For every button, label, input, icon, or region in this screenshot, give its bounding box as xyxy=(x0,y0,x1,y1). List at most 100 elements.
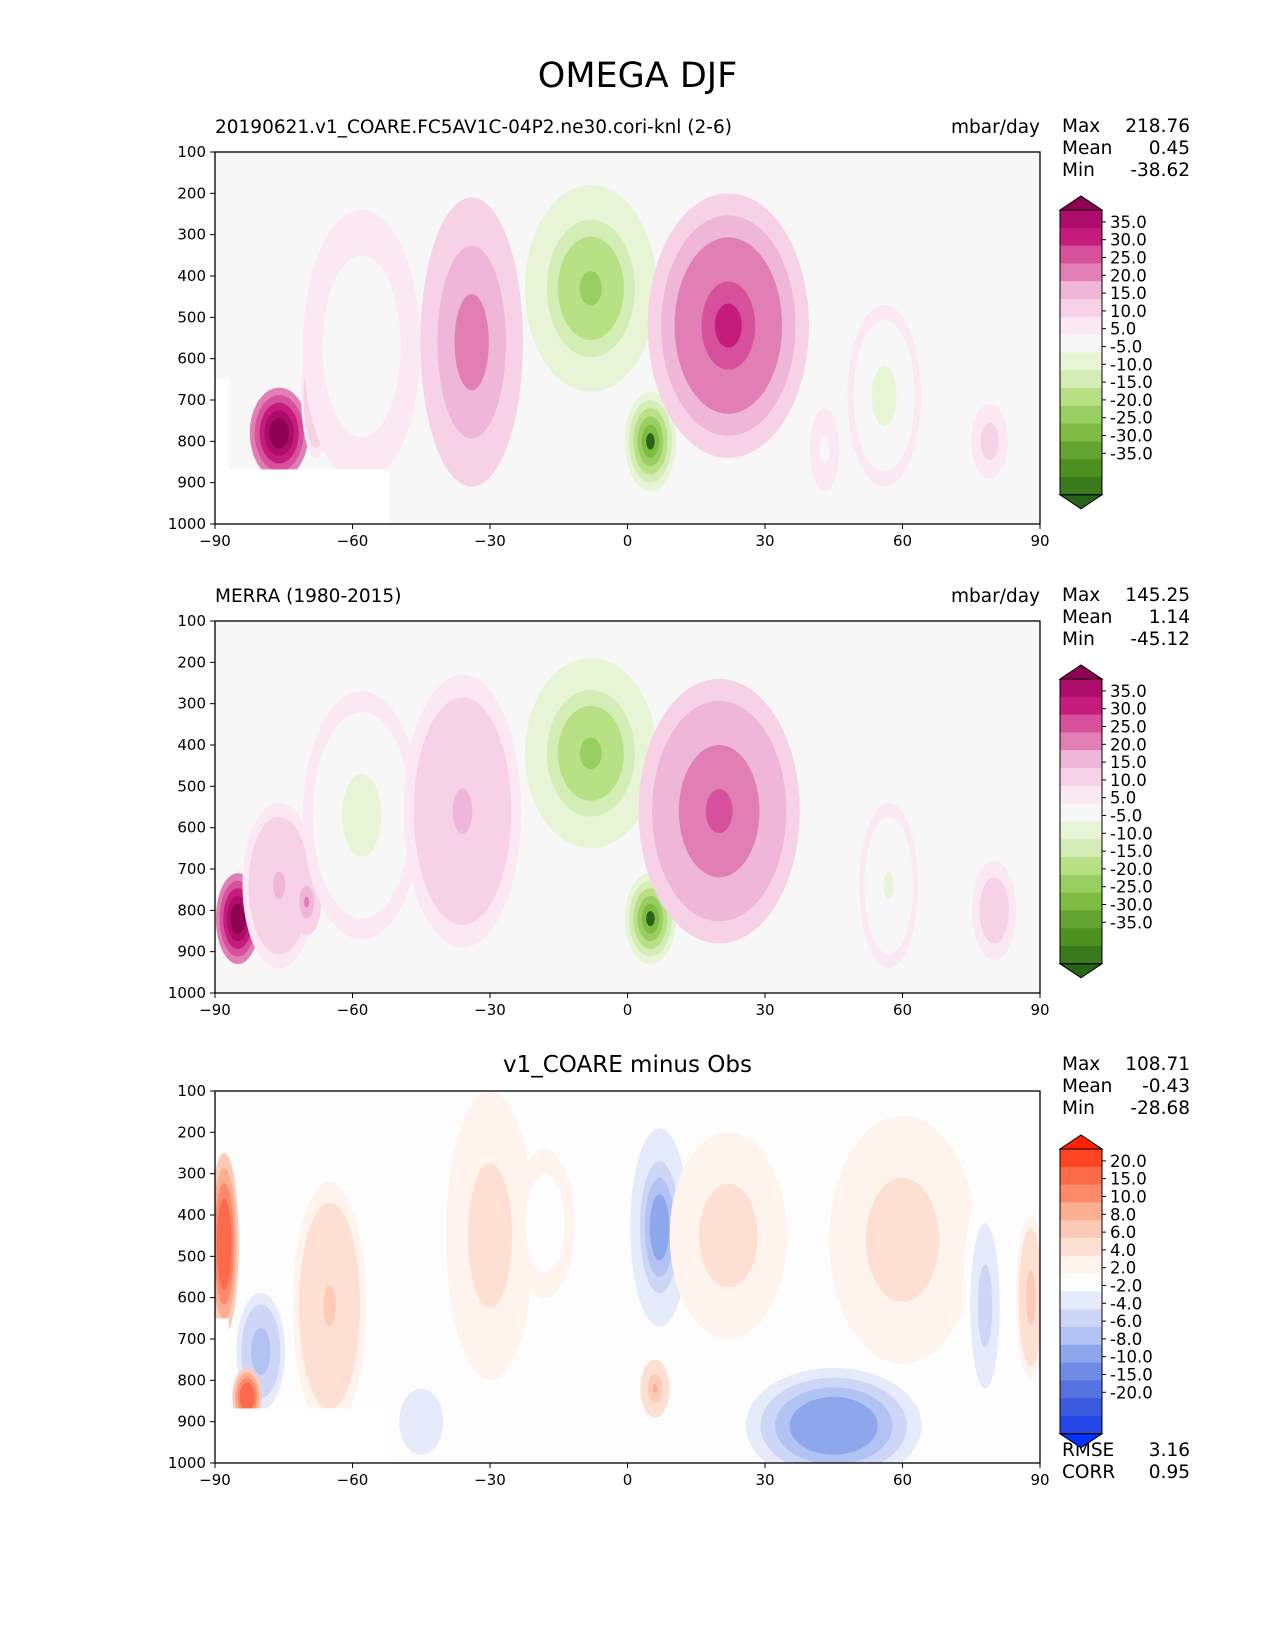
y-tick-label: 1000 xyxy=(168,984,206,1002)
y-tick-label: 100 xyxy=(177,612,206,630)
colorbar-segment xyxy=(1060,245,1102,264)
colorbar-segment xyxy=(1060,316,1102,336)
y-tick-label: 900 xyxy=(177,1413,206,1431)
colorbar-label: 25.0 xyxy=(1110,718,1147,737)
contour-region xyxy=(819,1416,849,1436)
x-tick-label: −30 xyxy=(474,1001,506,1019)
contour-region xyxy=(890,1219,915,1261)
colorbar-label: 20.0 xyxy=(1110,735,1147,754)
y-tick-label: 900 xyxy=(177,943,206,961)
y-tick-label: 700 xyxy=(177,860,206,878)
colorbar-segment xyxy=(1060,946,1102,965)
stats-block: Max 218.76 Mean 0.45 Min -38.62 xyxy=(1062,116,1190,182)
colorbar-segment xyxy=(1060,1184,1102,1203)
stat-mean: Mean -0.43 xyxy=(1062,1076,1190,1097)
colorbar-segment xyxy=(1060,1166,1102,1186)
contour-region xyxy=(351,794,372,836)
colorbar-segment xyxy=(1060,892,1102,911)
contour-region xyxy=(883,871,894,900)
colorbar-segment xyxy=(1060,1238,1102,1257)
colorbar-label: 25.0 xyxy=(1110,249,1147,268)
y-tick-label: 800 xyxy=(177,1371,206,1389)
x-tick-label: 60 xyxy=(893,1471,912,1489)
colorbar-label: -15.0 xyxy=(1110,373,1153,392)
colorbar-segment xyxy=(1060,1344,1102,1364)
y-tick-label: 200 xyxy=(177,653,206,671)
contour-region xyxy=(705,789,733,834)
colorbar-label: 30.0 xyxy=(1110,700,1147,719)
colorbar-extend-min xyxy=(1058,963,1104,979)
colorbar-label: -20.0 xyxy=(1110,391,1153,410)
x-tick-label: 0 xyxy=(623,1471,633,1489)
x-tick-label: 90 xyxy=(1030,532,1049,550)
colorbar-segment xyxy=(1060,370,1102,389)
colorbar-label: -4.0 xyxy=(1110,1294,1142,1313)
contour-region xyxy=(273,871,286,900)
colorbar-segment xyxy=(1060,714,1102,733)
colorbar-label: 6.0 xyxy=(1110,1223,1136,1242)
colorbar-segment xyxy=(1060,405,1102,425)
colorbar-segment xyxy=(1060,732,1102,751)
x-tick-label: 90 xyxy=(1030,1471,1049,1489)
y-tick-label: 600 xyxy=(177,350,206,368)
colorbar-label: 5.0 xyxy=(1110,320,1136,339)
x-tick-label: −90 xyxy=(199,1471,231,1489)
colorbar-label: 10.0 xyxy=(1110,302,1147,321)
colorbar-segment xyxy=(1060,785,1102,805)
contour-region xyxy=(579,271,602,306)
colorbar-segment xyxy=(1060,1416,1102,1435)
stats-block: Max 145.25 Mean 1.14 Min -45.12 xyxy=(1062,585,1190,651)
colorbar-extend-min xyxy=(1058,1433,1104,1449)
contour-region xyxy=(221,1228,227,1260)
colorbar-segment xyxy=(1060,1398,1102,1417)
y-tick-label: 500 xyxy=(177,308,206,326)
colorbar-frame xyxy=(1059,1148,1103,1435)
colorbar-segment xyxy=(1060,910,1102,929)
colorbar-segment xyxy=(1060,1309,1102,1328)
contour-region xyxy=(646,433,655,450)
y-tick-label: 400 xyxy=(177,1206,206,1224)
x-tick-label: 60 xyxy=(893,1001,912,1019)
contour-region xyxy=(323,1285,336,1327)
panel-title: v1_COARE minus Obs xyxy=(503,1052,752,1078)
y-tick-label: 300 xyxy=(177,226,206,244)
colorbar-label: 30.0 xyxy=(1110,231,1147,250)
colorbar-segment xyxy=(1060,477,1102,496)
colorbar-label: 5.0 xyxy=(1110,789,1136,808)
colorbar-segment xyxy=(1060,857,1102,876)
x-tick-label: −60 xyxy=(337,1471,369,1489)
colorbar-label: -30.0 xyxy=(1110,896,1153,915)
colorbar-label: -10.0 xyxy=(1110,824,1153,843)
colorbar-segment xyxy=(1060,352,1102,371)
stat-max: Max 218.76 xyxy=(1062,116,1190,137)
colorbar-segment xyxy=(1060,839,1102,858)
colorbar-segment xyxy=(1060,1362,1102,1381)
colorbar-label: -35.0 xyxy=(1110,444,1153,463)
contour-region xyxy=(822,442,828,457)
stat-min: Min -28.68 xyxy=(1062,1098,1190,1119)
colorbar-segment xyxy=(1060,803,1102,822)
contour-region xyxy=(244,1392,250,1402)
contour-region xyxy=(304,896,310,908)
y-tick-label: 700 xyxy=(177,391,206,409)
contour-region xyxy=(463,318,481,367)
y-tick-label: 700 xyxy=(177,1330,206,1348)
x-tick-label: −60 xyxy=(337,532,369,550)
missing-data-mask xyxy=(215,1318,229,1463)
colorbar-label: -8.0 xyxy=(1110,1330,1142,1349)
colorbar-label: -5.0 xyxy=(1110,338,1142,357)
colorbar-extend-max xyxy=(1058,664,1104,680)
colorbar-segment xyxy=(1060,227,1102,247)
colorbar-label: -20.0 xyxy=(1110,1383,1153,1402)
x-tick-label: −30 xyxy=(474,1471,506,1489)
missing-data-mask xyxy=(215,469,390,524)
panel-units: mbar/day xyxy=(951,586,1040,607)
colorbar-segment xyxy=(1060,1149,1102,1168)
colorbar-label: -5.0 xyxy=(1110,807,1142,826)
stat-min: Min -45.12 xyxy=(1062,629,1190,650)
x-tick-label: −30 xyxy=(474,532,506,550)
contour-region xyxy=(234,911,242,927)
colorbar-segment xyxy=(1060,821,1102,840)
y-tick-label: 600 xyxy=(177,819,206,837)
colorbar-label: 15.0 xyxy=(1110,1170,1147,1189)
